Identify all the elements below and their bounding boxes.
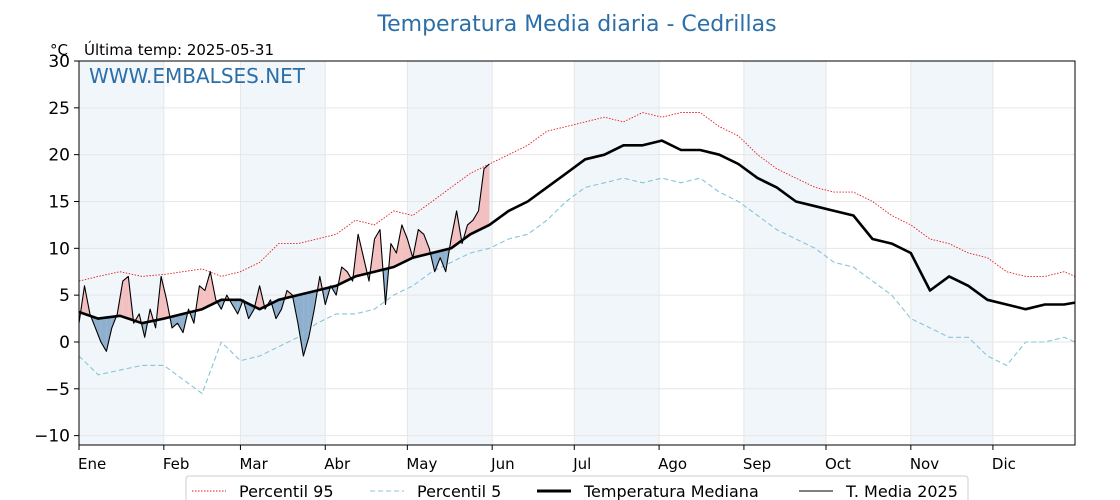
temp-2025-line [78, 163, 490, 357]
y-tick-label: 5 [59, 286, 70, 306]
fill-below-median [100, 317, 107, 352]
fill-below-median [297, 293, 304, 357]
x-tick-label-Dic: Dic [992, 455, 1016, 473]
fill-below-median [232, 299, 238, 314]
y-tick-label: 0 [59, 333, 70, 353]
fill-above-median [483, 164, 490, 228]
y-axis: −10 −5 0 5 10 15 20 25 30 [34, 52, 79, 447]
fill-below-median [248, 303, 255, 319]
y-tick-label: 10 [48, 239, 70, 259]
month-band-Nov [910, 61, 993, 445]
fill-below-median [95, 317, 101, 342]
fill-above-median [423, 234, 430, 256]
unit-label: °C [50, 41, 68, 59]
x-tick-label-Abr: Abr [324, 455, 351, 473]
fill-above-median [418, 229, 424, 257]
fill-above-median [122, 276, 129, 319]
x-tick-label-Oct: Oct [825, 455, 851, 473]
x-tick-label-Nov: Nov [910, 455, 939, 473]
fill-below-median [177, 313, 183, 333]
median-line [78, 139, 1076, 325]
fill-below-median [308, 291, 315, 338]
fill-above-median [161, 276, 167, 320]
series-lines [78, 112, 1076, 395]
p5-line [78, 177, 1076, 395]
y-tick-label: 30 [48, 52, 70, 72]
plot-frame [78, 60, 1076, 446]
y-tick-label: −5 [45, 380, 70, 400]
watermark: WWW.EMBALSES.NET [89, 64, 306, 88]
x-tick-label-Jul: Jul [572, 455, 591, 473]
fill-above-median [199, 285, 205, 310]
legend-frame [185, 475, 969, 500]
legend-p5-label: Percentil 5 [417, 482, 501, 500]
x-tick-label-May: May [406, 455, 437, 473]
legend: Percentil 95 Percentil 5 Temperatura Med… [185, 475, 969, 500]
legend-p95-label: Percentil 95 [239, 482, 334, 500]
x-tick-label-Feb: Feb [163, 455, 190, 473]
fill-above-median [396, 224, 402, 266]
fill-above-median [204, 271, 211, 308]
month-band-Ene [79, 61, 164, 445]
fill-below-median [106, 316, 112, 352]
x-tick-label-Ago: Ago [658, 455, 687, 473]
y-tick-label: −10 [34, 427, 70, 447]
y-tick-label: 15 [48, 192, 70, 212]
month-bands [79, 61, 993, 445]
fill-above-median [374, 229, 380, 272]
x-axis: Ene Feb Mar Abr May Jun Jul Ago Sep Oct Nov Dic [78, 445, 1016, 473]
legend-2025-label: T. Media 2025 [845, 482, 958, 500]
chart-title: Temperatura Media diaria - Cedrillas [376, 12, 776, 37]
p95-line [78, 112, 1076, 282]
last-temp-label: Última temp: 2025-05-31 [84, 40, 274, 59]
fill-below-median [434, 250, 441, 272]
fill-above-median [358, 234, 364, 276]
month-band-Sep [743, 61, 826, 445]
fill-below-median [276, 299, 282, 319]
y-tick-label: 25 [48, 99, 70, 119]
month-band-Mar [240, 61, 326, 445]
x-tick-label-Ene: Ene [78, 455, 106, 473]
legend-median-label: Temperatura Mediana [583, 482, 759, 500]
x-tick-label-Mar: Mar [239, 455, 268, 473]
fill-above-median [478, 168, 484, 231]
fill-above-median [390, 243, 397, 268]
x-tick-label-Jun: Jun [490, 455, 514, 473]
fill-above-median [473, 210, 479, 233]
month-band-Jul [574, 61, 660, 445]
x-tick-label-Sep: Sep [743, 455, 771, 473]
fill-below-median [172, 315, 178, 328]
fill-above-median [401, 224, 408, 264]
y-tick-label: 20 [48, 146, 70, 166]
